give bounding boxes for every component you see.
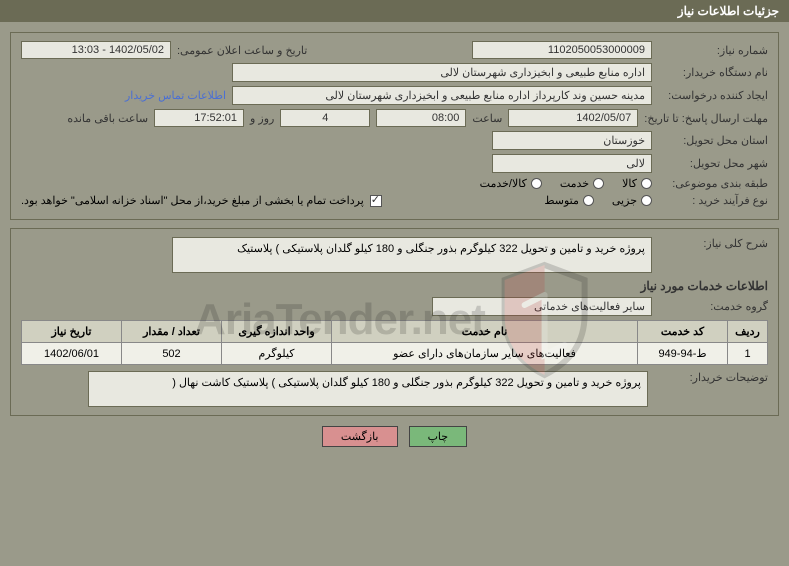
label-remaining: ساعت باقی مانده	[67, 112, 148, 125]
fieldset-main: شماره نیاز: 1102050053000009 تاریخ و ساع…	[10, 32, 779, 220]
label-days: روز و	[250, 112, 274, 125]
fieldset-desc: شرح کلی نیاز: پروژه خرید و تامین و تحویل…	[10, 228, 779, 416]
label-city: شهر محل تحویل:	[658, 157, 768, 170]
radio-medium[interactable]: متوسط	[544, 194, 594, 207]
radio-medium-label: متوسط	[544, 194, 579, 207]
back-button[interactable]: بازگشت	[322, 426, 398, 447]
row-process: نوع فرآیند خرید : جزیی متوسط پرداخت تمام…	[21, 194, 768, 207]
td-unit: کیلوگرم	[222, 343, 332, 365]
radio-service-label: خدمت	[560, 177, 589, 190]
th-row: ردیف	[728, 321, 768, 343]
td-name: فعالیت‌های سایر سازمان‌های دارای عضو	[332, 343, 638, 365]
radio-group-process: جزیی متوسط	[544, 194, 652, 207]
field-service-group: سایر فعالیت‌های خدماتی	[432, 297, 652, 316]
row-buyer-notes: توضیحات خریدار: پروژه خرید و تامین و تحو…	[21, 371, 768, 407]
label-process: نوع فرآیند خرید :	[658, 194, 768, 207]
radio-minor-label: جزیی	[612, 194, 637, 207]
print-button[interactable]: چاپ	[409, 426, 468, 447]
label-time: ساعت	[472, 112, 502, 125]
label-province: استان محل تحویل:	[658, 134, 768, 147]
td-qty: 502	[122, 343, 222, 365]
field-pubdate: 1402/05/02 - 13:03	[21, 41, 171, 59]
field-deadline-time: 08:00	[376, 109, 466, 127]
field-summary: پروژه خرید و تامین و تحویل 322 کیلوگرم ب…	[172, 237, 652, 273]
radio-service[interactable]: خدمت	[560, 177, 604, 190]
services-table: ردیف کد خدمت نام خدمت واحد اندازه گیری ت…	[21, 320, 768, 365]
contact-link[interactable]: اطلاعات تماس خریدار	[125, 89, 226, 102]
title-bar: جزئیات اطلاعات نیاز	[0, 0, 789, 22]
field-reqno: 1102050053000009	[472, 41, 652, 59]
table-row: 1 ط-94-949 فعالیت‌های سایر سازمان‌های دا…	[22, 343, 768, 365]
label-buyer-notes: توضیحات خریدار:	[658, 371, 768, 384]
radio-both[interactable]: کالا/خدمت	[480, 177, 542, 190]
row-creator: ایجاد کننده درخواست: مدینه حسین وند کارپ…	[21, 86, 768, 105]
field-days: 4	[280, 109, 370, 127]
radio-group-category: کالا خدمت کالا/خدمت	[480, 177, 652, 190]
label-creator: ایجاد کننده درخواست:	[658, 89, 768, 102]
row-service-group: گروه خدمت: سایر فعالیت‌های خدماتی	[21, 297, 768, 316]
note-treasury: پرداخت تمام یا بخشی از مبلغ خرید،از محل …	[21, 194, 364, 207]
th-qty: تعداد / مقدار	[122, 321, 222, 343]
td-date: 1402/06/01	[22, 343, 122, 365]
label-buyer: نام دستگاه خریدار:	[658, 66, 768, 79]
row-category: طبقه بندی موضوعی: کالا خدمت کالا/خدمت	[21, 177, 768, 190]
row-city: شهر محل تحویل: لالی	[21, 154, 768, 173]
outer-frame: جزئیات اطلاعات نیاز AriaTender.net شماره…	[0, 0, 789, 566]
label-category: طبقه بندی موضوعی:	[658, 177, 768, 190]
label-reqno: شماره نیاز:	[658, 44, 768, 57]
td-code: ط-94-949	[638, 343, 728, 365]
label-summary: شرح کلی نیاز:	[658, 237, 768, 250]
row-reqno: شماره نیاز: 1102050053000009 تاریخ و ساع…	[21, 41, 768, 59]
field-province: خوزستان	[492, 131, 652, 150]
label-pubdate: تاریخ و ساعت اعلان عمومی:	[177, 44, 307, 57]
label-deadline: مهلت ارسال پاسخ: تا تاریخ:	[644, 112, 768, 125]
field-buyer: اداره منابع طبیعی و ابخیزداری شهرستان لا…	[232, 63, 652, 82]
row-province: استان محل تحویل: خوزستان	[21, 131, 768, 150]
th-date: تاریخ نیاز	[22, 321, 122, 343]
row-deadline: مهلت ارسال پاسخ: تا تاریخ: 1402/05/07 سا…	[21, 109, 768, 127]
radio-both-label: کالا/خدمت	[480, 177, 527, 190]
field-city: لالی	[492, 154, 652, 173]
field-creator: مدینه حسین وند کارپرداز اداره منابع طبیع…	[232, 86, 652, 105]
content-area: شماره نیاز: 1102050053000009 تاریخ و ساع…	[0, 22, 789, 457]
section-services-title: اطلاعات خدمات مورد نیاز	[21, 279, 768, 293]
field-deadline-date: 1402/05/07	[508, 109, 638, 127]
field-remaining: 17:52:01	[154, 109, 244, 127]
field-buyer-notes: پروژه خرید و تامین و تحویل 322 کیلوگرم ب…	[88, 371, 648, 407]
row-buyer: نام دستگاه خریدار: اداره منابع طبیعی و ا…	[21, 63, 768, 82]
td-row: 1	[728, 343, 768, 365]
table-header-row: ردیف کد خدمت نام خدمت واحد اندازه گیری ت…	[22, 321, 768, 343]
th-code: کد خدمت	[638, 321, 728, 343]
row-summary: شرح کلی نیاز: پروژه خرید و تامین و تحویل…	[21, 237, 768, 273]
th-name: نام خدمت	[332, 321, 638, 343]
th-unit: واحد اندازه گیری	[222, 321, 332, 343]
footer-buttons: چاپ بازگشت	[10, 426, 779, 447]
label-service-group: گروه خدمت:	[658, 300, 768, 313]
checkbox-treasury[interactable]	[370, 195, 382, 207]
radio-goods[interactable]: کالا	[622, 177, 652, 190]
radio-minor[interactable]: جزیی	[612, 194, 652, 207]
radio-goods-label: کالا	[622, 177, 637, 190]
